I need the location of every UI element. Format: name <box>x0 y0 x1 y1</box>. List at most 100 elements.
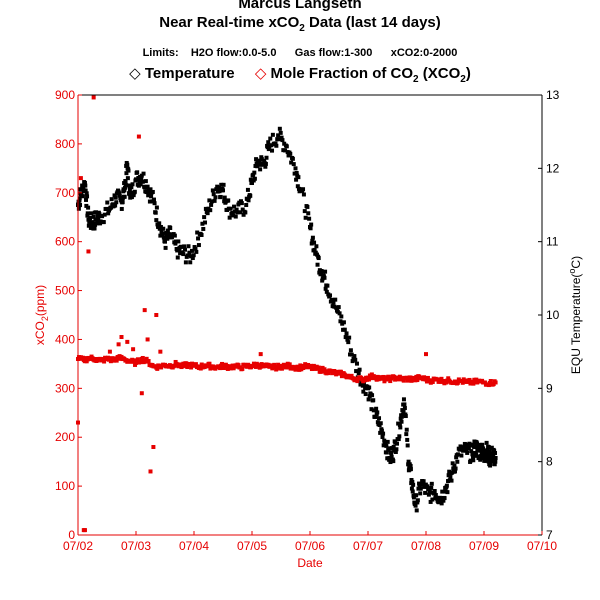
temperature-point <box>334 305 339 310</box>
temperature-point <box>348 348 353 353</box>
temperature-point <box>398 425 403 430</box>
temperature-point <box>230 210 235 215</box>
temperature-point <box>469 449 474 454</box>
temperature-point <box>352 354 357 359</box>
temperature-point <box>451 466 456 471</box>
temperature-point <box>293 166 298 171</box>
temperature-point <box>288 151 293 156</box>
temperature-point <box>361 382 366 387</box>
temperature-point <box>492 462 497 467</box>
xco2-point <box>392 374 397 379</box>
temperature-point <box>182 244 187 249</box>
temperature-point <box>354 369 359 374</box>
legend-item-temperature: ◇ Temperature <box>129 65 239 82</box>
temperature-point <box>478 446 483 451</box>
temperature-point <box>459 453 464 458</box>
xco2-point <box>318 369 323 374</box>
xco2-point <box>381 374 386 379</box>
temperature-point <box>331 300 336 305</box>
temperature-point <box>168 225 173 230</box>
temperature-point <box>89 211 94 216</box>
temperature-point <box>312 247 317 252</box>
subtitle-prefix: Near Real-time xCO <box>159 14 300 31</box>
temperature-point <box>294 177 299 182</box>
temperature-point <box>126 168 131 173</box>
temperature-point <box>490 458 495 463</box>
temperature-point <box>454 455 459 460</box>
xco2-point <box>155 366 160 371</box>
ylabel-right-sup: o <box>567 269 577 274</box>
temperature-point <box>88 215 93 220</box>
xco2-point <box>439 376 444 381</box>
temperature-point <box>358 382 363 387</box>
temperature-point <box>397 423 402 427</box>
xco2-point <box>134 360 138 365</box>
temperature-point <box>453 466 458 471</box>
y-right-tick-label: 8 <box>546 455 553 469</box>
xco2-outlier-point <box>154 313 159 317</box>
temperature-point <box>189 248 194 253</box>
y-left-tick-label: 500 <box>55 284 75 298</box>
temperature-point <box>96 217 101 222</box>
x-tick-label: 07/05 <box>237 539 267 553</box>
temperature-point <box>374 406 379 411</box>
temperature-point <box>183 247 188 252</box>
temperature-point <box>324 289 329 294</box>
temperature-point <box>346 340 351 345</box>
x-axis-label: Date <box>297 556 323 570</box>
temperature-point <box>199 232 204 237</box>
y-right-tick-label: 10 <box>546 308 560 322</box>
temperature-point <box>309 241 314 246</box>
temperature-point <box>302 209 307 214</box>
xco2-outlier-point <box>86 249 91 254</box>
temperature-point <box>301 192 306 197</box>
temperature-point <box>169 235 174 240</box>
temperature-point <box>95 221 100 226</box>
temperature-point <box>153 210 158 215</box>
temperature-point <box>384 443 389 448</box>
temperature-point <box>356 371 361 376</box>
xco2-point <box>199 362 204 367</box>
y-left-tick-label: 200 <box>55 430 75 444</box>
temperature-point <box>382 438 387 443</box>
y-left-tick-label: 900 <box>55 88 75 102</box>
xco2-outlier-point <box>151 445 156 449</box>
temperature-point <box>274 143 279 148</box>
temperature-point <box>84 197 89 202</box>
temperature-point <box>357 367 362 372</box>
temperature-point <box>82 181 87 185</box>
temperature-point <box>268 136 273 141</box>
temperature-point <box>399 419 404 424</box>
temperature-point <box>183 260 188 265</box>
temperature-point <box>95 214 100 219</box>
temperature-point <box>395 441 399 446</box>
temperature-point <box>173 241 178 246</box>
temperature-point <box>336 305 341 310</box>
temperature-point <box>385 439 390 444</box>
x-tick-label: 07/03 <box>121 539 151 553</box>
y-right-tick-label: 13 <box>546 88 560 102</box>
temperature-point <box>418 486 423 491</box>
temperature-point <box>289 160 294 165</box>
y-axis-right-label: EQU Temperature(oC) <box>567 256 583 374</box>
temperature-point <box>414 493 419 498</box>
temperature-point <box>235 210 240 215</box>
temperature-point <box>102 212 107 217</box>
temperature-point <box>127 188 132 193</box>
temperature-point <box>104 206 109 211</box>
y-right-tick-label: 11 <box>546 235 559 249</box>
temperature-point <box>448 475 453 480</box>
temperature-point <box>195 230 200 235</box>
temperature-point <box>270 132 275 137</box>
temperature-point <box>78 203 83 208</box>
temperature-point <box>481 446 486 451</box>
temperature-point <box>144 190 149 195</box>
temperature-point <box>428 499 433 504</box>
xco2-point <box>259 362 264 367</box>
temperature-point <box>429 485 434 490</box>
temperature-point <box>463 444 468 449</box>
temperature-point <box>164 230 169 235</box>
xco2-outlier-point <box>125 339 130 344</box>
xco2-outlier-point <box>91 95 96 100</box>
temperature-point <box>135 170 140 175</box>
